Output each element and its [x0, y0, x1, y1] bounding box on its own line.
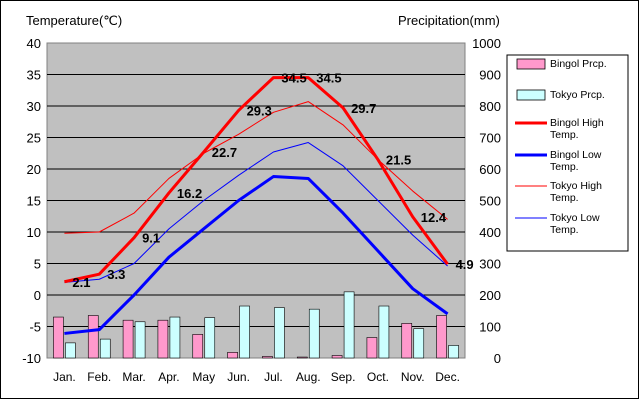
- legend-label: Tokyo High Temp.: [550, 180, 602, 204]
- x-tick-label: Sep.: [331, 370, 356, 384]
- x-tick-label: Aug.: [296, 370, 321, 384]
- precipitation-bars: [53, 291, 459, 359]
- x-tick-label: Jan.: [53, 370, 76, 384]
- y-left-tick-label: 15: [27, 194, 41, 209]
- y-right-tick-label: 600: [479, 162, 501, 177]
- x-tick-label: Mar.: [122, 370, 145, 384]
- y-left-tick-label: -10: [22, 351, 41, 366]
- tokyo-high-temp-line: [64, 101, 448, 234]
- bingol-precip-bar: [331, 355, 343, 359]
- axes: -10-505101520253035400100200300400500600…: [22, 36, 501, 384]
- x-tick-label: Jun.: [227, 370, 250, 384]
- data-labels: 2.1 3.3 9.1 16.2 22.7 29.3 34.5 34.5 29.7 21.5 12.…: [72, 71, 473, 290]
- tokyo-precip-bar: [65, 342, 76, 359]
- y-right-tick-label: 300: [479, 257, 501, 272]
- data-label: 34.5: [281, 71, 306, 86]
- y-right-tick-label: 1000: [472, 36, 501, 51]
- data-label: 9.1: [142, 231, 160, 246]
- y-right-tick-label: 700: [479, 131, 501, 146]
- legend: Bingol Prcp. Tokyo Prcp. Bingol High Temp. B…: [506, 54, 629, 252]
- y-right-tick-label: 200: [479, 288, 501, 303]
- bingol-precip-bar: [53, 316, 64, 359]
- bingol-precip-bar: [122, 319, 134, 359]
- y-right-tick-label: 500: [479, 194, 501, 209]
- legend-label: Tokyo Low Temp.: [550, 212, 600, 236]
- bingol-precip-bar: [87, 315, 99, 359]
- y-left-tick-label: 30: [27, 99, 41, 114]
- bingol-low-temp-line: [64, 175, 449, 335]
- bingol-precip-bar: [192, 334, 204, 359]
- data-label: 12.4: [421, 210, 447, 225]
- bingol-precip-bar: [366, 337, 378, 359]
- data-label: 21.5: [386, 153, 411, 168]
- x-tick-label: Feb.: [87, 370, 111, 384]
- tokyo-precip-bar: [169, 316, 181, 359]
- x-tick-label: Oct.: [367, 370, 389, 384]
- tokyo-precip-bar: [378, 305, 390, 359]
- x-tick-label: May: [192, 370, 215, 384]
- data-label: 4.9: [456, 257, 474, 272]
- legend-label: Bingol High Temp.: [550, 117, 604, 141]
- x-tick-label: Apr.: [158, 370, 179, 384]
- y-left-tick-label: 10: [27, 225, 41, 240]
- tokyo-precip-bar: [99, 338, 111, 359]
- y-right-tick-label: 900: [479, 68, 501, 83]
- tokyo-precip-bar: [448, 345, 459, 359]
- y-left-tick-label: 35: [27, 68, 41, 83]
- tokyo-precip-bar: [308, 308, 320, 359]
- temperature-lines: [64, 76, 449, 335]
- bingol-precip-bar: [227, 352, 238, 359]
- y-right-tick-label: 100: [479, 320, 501, 335]
- gridlines: [47, 74, 465, 327]
- y-left-tick-label: 5: [34, 257, 41, 272]
- y-left-tick-label: 40: [27, 36, 41, 51]
- bingol-high-temp-line: [64, 76, 449, 284]
- data-label: 22.7: [212, 145, 237, 160]
- legend-label: Bingol Prcp.: [550, 58, 607, 70]
- data-label: 16.2: [177, 186, 202, 201]
- x-tick-label: Nov.: [401, 370, 425, 384]
- tokyo-precip-bar: [239, 305, 250, 359]
- tokyo-precip-bar: [204, 317, 216, 359]
- y-left-tick-label: 20: [27, 162, 41, 177]
- y-left-axis-title: Temperature(℃): [26, 13, 122, 28]
- data-label: 29.3: [247, 103, 272, 118]
- legend-label: Bingol Low Temp.: [550, 149, 602, 173]
- bingol-precip-bar: [262, 356, 273, 359]
- bingol-precip-bar: [296, 356, 308, 359]
- bingol-precip-bar: [436, 315, 447, 359]
- bingol-precip-bar: [157, 319, 169, 359]
- data-label: 2.1: [72, 275, 90, 290]
- x-tick-label: Jul.: [264, 370, 283, 384]
- tokyo-precip-bar: [274, 307, 285, 359]
- tokyo-precip-bar: [413, 328, 425, 359]
- data-label: 3.3: [107, 267, 125, 282]
- y-left-tick-label: 0: [34, 288, 41, 303]
- y-right-tick-label: 800: [479, 99, 501, 114]
- y-right-axis-title: Precipitation(mm): [398, 13, 500, 28]
- tokyo-precip-bar: [343, 291, 355, 359]
- tokyo-low-temp-line: [64, 142, 448, 283]
- legend-swatch: [516, 58, 546, 70]
- y-right-tick-label: 0: [494, 351, 501, 366]
- legend-swatch: [516, 89, 546, 101]
- y-right-tick-label: 400: [479, 225, 501, 240]
- tokyo-precip-bar: [134, 321, 146, 359]
- y-left-tick-label: -5: [29, 320, 41, 335]
- legend-label: Tokyo Prcp.: [550, 89, 605, 101]
- data-label: 34.5: [316, 71, 341, 86]
- x-tick-label: Dec.: [435, 370, 460, 384]
- y-left-tick-label: 25: [27, 131, 41, 146]
- bingol-precip-bar: [401, 323, 413, 359]
- data-label: 29.7: [351, 101, 376, 116]
